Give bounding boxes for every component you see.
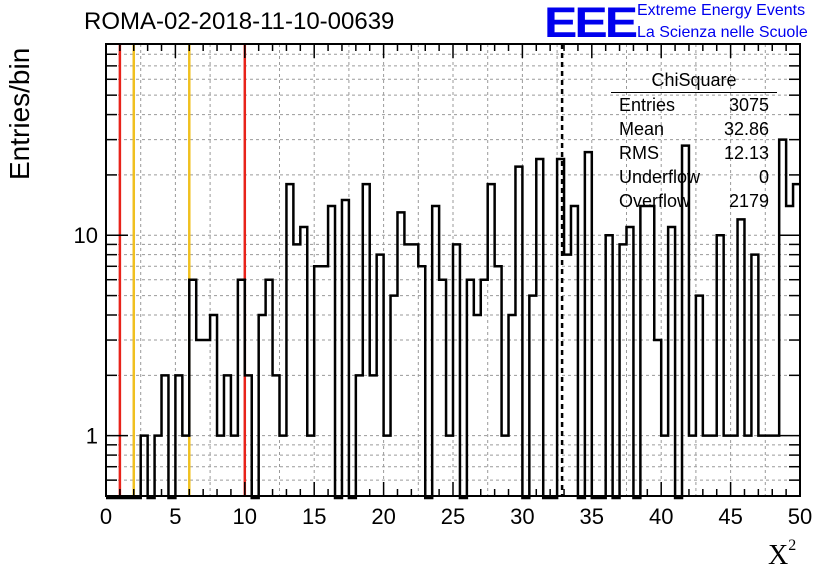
stats-row-underflow: Underflow 0 bbox=[611, 165, 777, 189]
stats-label: RMS bbox=[619, 143, 659, 163]
y-tick-label: 10 bbox=[74, 223, 98, 248]
axis-tick-labels: 0 5 10 15 20 25 30 35 40 45 50 1 10 bbox=[74, 223, 813, 529]
stats-row-entries: Entries 3075 bbox=[611, 93, 777, 117]
y-tick-label: 1 bbox=[86, 424, 98, 449]
y-axis-label: Entries/bin bbox=[4, 47, 35, 180]
histogram-outline bbox=[106, 138, 800, 500]
stats-label: Underflow bbox=[619, 167, 701, 187]
tagline-line2: La Scienza nelle Scuole bbox=[637, 24, 808, 41]
stats-row-overflow: Overflow 2179 bbox=[611, 189, 777, 213]
stats-label: Mean bbox=[619, 119, 665, 139]
stats-label: Entries bbox=[619, 95, 676, 115]
x-tick-label: 40 bbox=[649, 504, 673, 529]
stats-value: 32.86 bbox=[723, 119, 769, 139]
stats-value: 3075 bbox=[728, 95, 769, 115]
stats-value: 0 bbox=[758, 167, 769, 187]
x-tick-label: 45 bbox=[718, 504, 742, 529]
x-tick-label: 0 bbox=[100, 504, 112, 529]
stats-value: 2179 bbox=[728, 191, 769, 211]
x-axis-label-superscript: 2 bbox=[788, 536, 797, 554]
x-tick-label: 25 bbox=[441, 504, 465, 529]
stats-title: ChiSquare bbox=[611, 68, 777, 93]
x-tick-label: 30 bbox=[510, 504, 534, 529]
grid-lines bbox=[106, 44, 800, 496]
run-title: ROMA-02-2018-11-10-00639 bbox=[84, 8, 395, 35]
x-tick-label: 50 bbox=[788, 504, 812, 529]
axis-ticks bbox=[105, 44, 801, 496]
x-axis-label-base: X bbox=[768, 540, 789, 571]
stats-label: Overflow bbox=[619, 191, 691, 211]
tagline-line1: Extreme Energy Events bbox=[637, 2, 806, 19]
stats-box: ChiSquare Entries 3075 Mean 32.86 RMS 12… bbox=[611, 68, 777, 213]
x-axis-label: X2 bbox=[768, 536, 797, 572]
eee-logo: EEE bbox=[544, 0, 638, 47]
x-tick-label: 35 bbox=[580, 504, 604, 529]
stats-row-mean: Mean 32.86 bbox=[611, 117, 777, 141]
stats-row-rms: RMS 12.13 bbox=[611, 141, 777, 165]
x-tick-label: 15 bbox=[302, 504, 326, 529]
x-tick-label: 20 bbox=[371, 504, 395, 529]
x-tick-label: 10 bbox=[233, 504, 257, 529]
x-tick-label: 5 bbox=[169, 504, 181, 529]
stats-value: 12.13 bbox=[723, 143, 769, 163]
